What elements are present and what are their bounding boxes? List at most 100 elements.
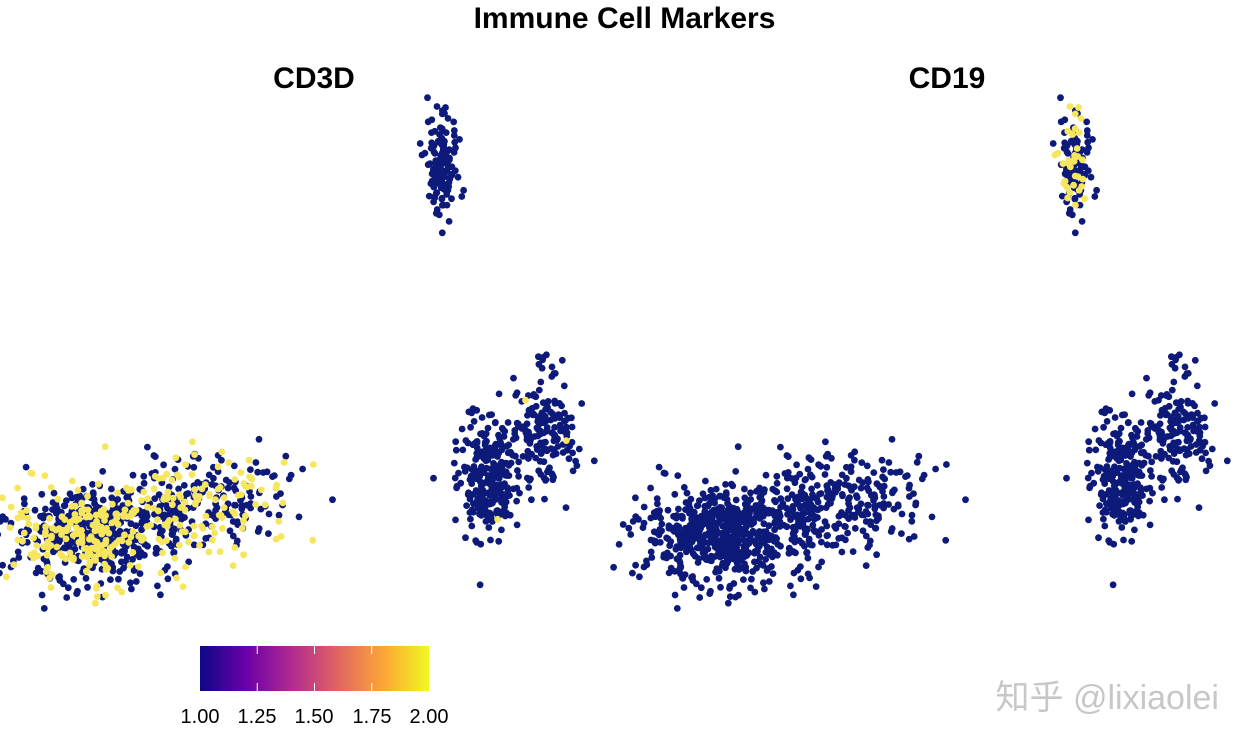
- cell-point: [155, 536, 163, 543]
- cell-point: [63, 594, 71, 601]
- cell-point: [177, 493, 185, 501]
- cell-point: [254, 528, 262, 535]
- cell-point: [1201, 414, 1208, 422]
- cell-point: [844, 529, 851, 537]
- cell-point: [784, 469, 792, 476]
- cell-point: [660, 469, 668, 477]
- cell-point: [857, 500, 865, 508]
- cell-point: [773, 535, 780, 542]
- cell-point: [21, 500, 28, 508]
- cell-point: [478, 463, 485, 471]
- cell-point: [894, 501, 902, 509]
- cell-point: [220, 504, 228, 511]
- cell-point: [91, 544, 99, 551]
- cell-point: [93, 593, 101, 600]
- cell-point: [1125, 419, 1132, 426]
- cell-point: [1134, 427, 1142, 435]
- cell-point: [765, 522, 773, 530]
- cell-point: [154, 507, 162, 515]
- cell-point: [851, 448, 859, 456]
- cell-point: [164, 575, 172, 583]
- cell-point: [702, 539, 709, 546]
- cell-point: [424, 94, 431, 102]
- cell-point: [214, 468, 222, 475]
- cell-point: [175, 485, 183, 493]
- cell-point: [1170, 471, 1178, 478]
- cell-point: [270, 472, 278, 479]
- cell-point: [476, 488, 484, 496]
- cell-point: [724, 599, 732, 607]
- cell-point: [710, 496, 718, 503]
- cell-point: [1161, 404, 1169, 412]
- cell-point: [537, 378, 545, 386]
- cell-point: [772, 498, 779, 506]
- cell-point: [42, 528, 49, 536]
- cell-point: [888, 435, 896, 443]
- cell-point: [673, 605, 681, 612]
- cell-point: [790, 591, 797, 599]
- cell-point: [479, 501, 487, 508]
- cell-point: [42, 568, 50, 575]
- cell-point: [1134, 480, 1141, 487]
- cell-point: [905, 484, 913, 492]
- cell-point: [469, 405, 477, 412]
- cell-point: [535, 386, 543, 394]
- cell-point: [487, 465, 495, 473]
- cell-point: [1171, 409, 1179, 417]
- cell-point: [1110, 540, 1118, 548]
- cell-point: [0, 494, 6, 502]
- cell-point: [801, 476, 809, 484]
- cell-point: [741, 485, 748, 493]
- cell-point: [1131, 466, 1139, 474]
- legend-tick-label: 1.25: [237, 706, 277, 728]
- cell-point: [272, 484, 280, 492]
- cell-point: [428, 139, 436, 147]
- cell-point: [83, 545, 90, 552]
- cell-point: [721, 510, 728, 517]
- cell-point: [538, 364, 546, 372]
- cell-point: [1151, 398, 1159, 405]
- cell-point: [240, 480, 248, 488]
- cell-point: [777, 443, 784, 451]
- cell-point: [309, 536, 317, 544]
- cell-point: [825, 489, 833, 496]
- cell-point: [108, 500, 116, 508]
- cell-point: [693, 502, 701, 510]
- cell-point: [438, 195, 446, 203]
- cell-point: [1092, 446, 1100, 454]
- cell-point: [181, 528, 189, 536]
- cell-point: [259, 469, 267, 476]
- cell-point: [108, 553, 115, 560]
- cell-point: [1118, 524, 1126, 531]
- cell-point: [756, 484, 763, 492]
- cell-point: [495, 390, 503, 398]
- cell-point: [1118, 411, 1126, 419]
- cell-point: [759, 562, 767, 569]
- cell-point: [1128, 537, 1136, 545]
- cell-point: [762, 471, 770, 479]
- cell-point: [448, 170, 456, 178]
- cell-point: [247, 466, 254, 473]
- cell-point: [862, 562, 870, 569]
- cell-point: [1184, 370, 1192, 377]
- cell-point: [474, 496, 481, 504]
- cell-point: [549, 451, 557, 459]
- cell-point: [237, 469, 245, 476]
- cell-point: [188, 471, 196, 478]
- legend-tick-label: 2.00: [409, 706, 449, 728]
- cell-point: [114, 496, 122, 503]
- cell-point: [1134, 494, 1142, 502]
- cell-point: [27, 469, 35, 477]
- cell-point: [80, 506, 88, 513]
- cell-point: [47, 484, 55, 491]
- cell-point: [733, 559, 741, 567]
- cell-point: [1131, 458, 1138, 466]
- cell-point: [157, 569, 165, 577]
- cell-point: [0, 531, 2, 538]
- cell-point: [20, 529, 28, 537]
- cell-point: [238, 524, 246, 532]
- cell-point: [163, 537, 170, 544]
- cell-point: [1125, 495, 1133, 503]
- cell-point: [82, 567, 90, 575]
- cell-point: [768, 545, 775, 553]
